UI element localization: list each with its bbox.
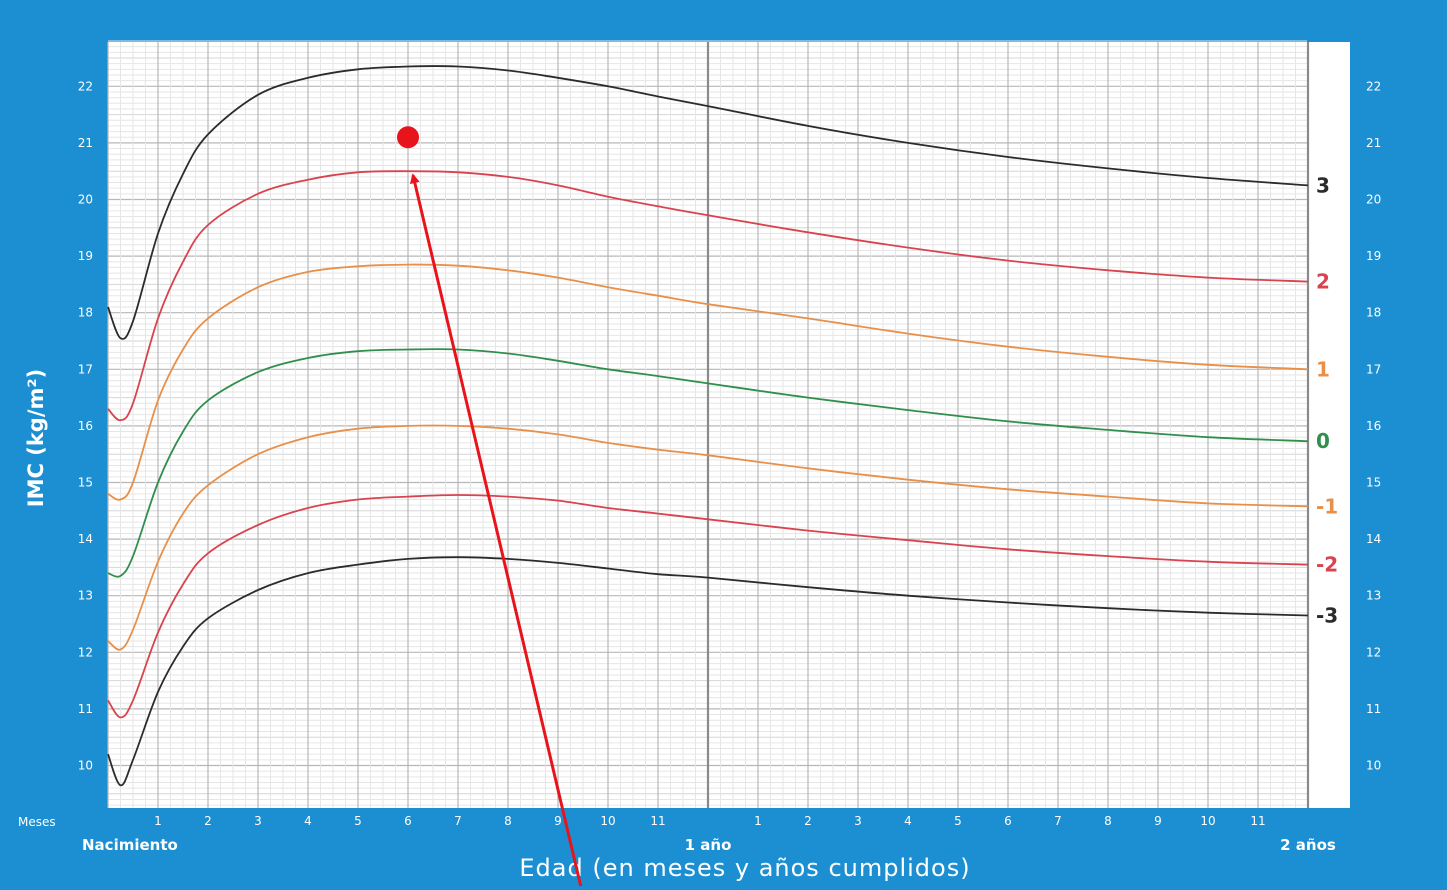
y-tick-label-left: 20 [78, 193, 93, 207]
series-label-minus-3: -3 [1316, 604, 1338, 628]
x-tick-label: 2 [204, 814, 212, 828]
y-tick-label-right: 10 [1366, 759, 1381, 773]
series-line-2 [107, 170, 1309, 422]
series-label-minus-2: -2 [1316, 553, 1338, 577]
y-tick-label-left: 12 [78, 645, 93, 659]
x-tick-label: 9 [554, 814, 562, 828]
plot-background [108, 42, 1350, 808]
series-line-3 [107, 65, 1309, 340]
y-tick-label-right: 22 [1366, 79, 1381, 93]
x-tick-label: 11 [650, 814, 665, 828]
y-tick-label-right: 13 [1366, 589, 1381, 603]
series-line-0 [107, 348, 1309, 578]
y-tick-label-left: 18 [78, 306, 93, 320]
x-tick-label: 2 [804, 814, 812, 828]
y-tick-label-right: 11 [1366, 702, 1381, 716]
x-tick-label: 11 [1250, 814, 1265, 828]
series-line-minus-2 [107, 494, 1309, 719]
x-tick-label: 4 [304, 814, 312, 828]
y-tick-label-right: 16 [1366, 419, 1381, 433]
x-tick-label: 6 [404, 814, 412, 828]
y-tick-label-right: 15 [1366, 476, 1381, 490]
y-tick-label-left: 19 [78, 249, 93, 263]
x-tick-label: 3 [854, 814, 862, 828]
y-tick-label-left: 10 [78, 759, 93, 773]
milestone-label: Nacimiento [82, 836, 178, 854]
y-tick-label-right: 17 [1366, 362, 1381, 376]
x-tick-label: 7 [1054, 814, 1062, 828]
months-label: Meses [18, 815, 56, 829]
y-tick-label-left: 21 [78, 136, 93, 150]
y-tick-label-right: 12 [1366, 645, 1381, 659]
series-label-minus-1: -1 [1316, 494, 1338, 518]
marked-point [397, 126, 419, 149]
series-label-0: 0 [1316, 429, 1330, 453]
y-tick-label-right: 18 [1366, 306, 1381, 320]
y-tick-label-right: 20 [1366, 193, 1381, 207]
y-tick-label-left: 15 [78, 476, 93, 490]
series-line-minus-1 [107, 424, 1309, 651]
series-line-1 [107, 263, 1309, 501]
y-tick-label-left: 17 [78, 362, 93, 376]
milestone-label: 2 años [1280, 836, 1336, 854]
x-tick-label: 9 [1154, 814, 1162, 828]
x-tick-label: 3 [254, 814, 262, 828]
series-label-1: 1 [1316, 357, 1330, 381]
y-tick-label-right: 14 [1366, 532, 1381, 546]
y-tick-label-right: 19 [1366, 249, 1381, 263]
x-tick-label: 1 [754, 814, 762, 828]
y-tick-label-left: 13 [78, 589, 93, 603]
x-tick-label: 10 [600, 814, 615, 828]
y-tick-label-left: 22 [78, 79, 93, 93]
grid [107, 40, 1310, 808]
y-tick-label-left: 11 [78, 702, 93, 716]
x-tick-label: 1 [154, 814, 162, 828]
series-lines [107, 65, 1309, 787]
y-axis-title: IMC (kg/m²) [24, 369, 48, 507]
x-tick-label: 8 [504, 814, 512, 828]
x-tick-label: 8 [1104, 814, 1112, 828]
x-axis-title: Edad (en meses y años cumplidos) [519, 854, 970, 882]
series-label-3: 3 [1316, 173, 1330, 197]
milestone-label: 1 año [685, 836, 732, 854]
x-tick-label: 5 [954, 814, 962, 828]
x-tick-label: 6 [1004, 814, 1012, 828]
x-tick-label: 4 [904, 814, 912, 828]
annotations [397, 126, 584, 890]
x-tick-label: 10 [1200, 814, 1215, 828]
series-label-2: 2 [1316, 270, 1330, 294]
y-tick-label-left: 16 [78, 419, 93, 433]
series-line-minus-3 [107, 556, 1309, 787]
y-tick-label-left: 14 [78, 532, 93, 546]
x-tick-label: 7 [454, 814, 462, 828]
y-tick-label-right: 21 [1366, 136, 1381, 150]
x-tick-label: 5 [354, 814, 362, 828]
annotation-arrow [409, 173, 584, 890]
